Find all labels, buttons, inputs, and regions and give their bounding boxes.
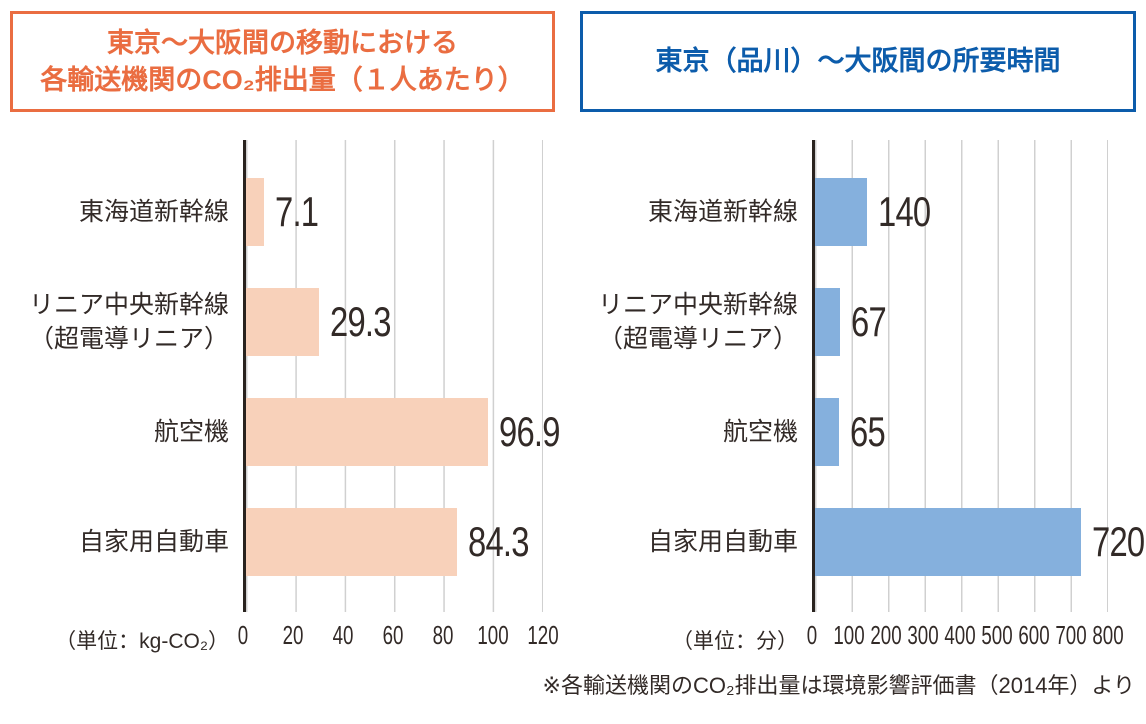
category-label-airplane: 航空機 xyxy=(0,398,243,466)
table-row: リニア中央新幹線 （超電導リニア） 67 xyxy=(573,288,1108,356)
value-label: 67 xyxy=(850,298,887,345)
source-footnote: ※各輸送機関のCO₂排出量は環境影響評価書（2014年）より xyxy=(542,673,1135,698)
value-label: 29.3 xyxy=(330,298,391,345)
time-unit-label: （単位：分） xyxy=(672,630,798,653)
bar-area: 65 xyxy=(812,398,1108,466)
charts-row: 東海道新幹線 7.1 リニア中央新幹線 （超電導リニア） xyxy=(0,140,1146,658)
table-row: 航空機 96.9 xyxy=(0,398,561,466)
category-label-line: リニア中央新幹線 xyxy=(597,291,798,319)
value-label: 84.3 xyxy=(467,518,529,565)
axis-tick-label: 600 xyxy=(1018,620,1050,650)
category-label-line: 自家用自動車 xyxy=(647,528,798,556)
table-row: 自家用自動車 84.3 xyxy=(0,508,543,576)
category-label-tokaido: 東海道新幹線 xyxy=(573,178,812,246)
axis-tick-label: 120 xyxy=(527,620,559,650)
bar-linear-time xyxy=(815,288,840,356)
co2-chart-title-line1: 東京～大阪間の移動における xyxy=(107,27,458,58)
axis-tick-label: 800 xyxy=(1092,620,1124,650)
table-row: 東海道新幹線 7.1 xyxy=(0,178,543,246)
co2-x-axis: （単位：kg-CO₂） 0 20 40 60 80 100 120 xyxy=(0,612,559,658)
axis-tick-label: 300 xyxy=(907,620,939,650)
category-label-car: 自家用自動車 xyxy=(0,508,243,576)
axis-tick-label: 100 xyxy=(833,620,865,650)
time-axis-ticks: 0 100 200 300 400 500 600 700 800 xyxy=(807,620,1124,650)
category-label-line: （超電導リニア） xyxy=(28,325,229,353)
co2-rows: 東海道新幹線 7.1 リニア中央新幹線 （超電導リニア） xyxy=(0,140,561,576)
bar-linear-co2 xyxy=(246,288,320,356)
time-chart-title-line1: 東京（品川）～大阪間の所要時間 xyxy=(655,46,1061,76)
category-label-line: 航空機 xyxy=(722,418,798,446)
co2-chart-title-line2: 各輸送機関のCO₂排出量（１人あたり） xyxy=(40,64,525,95)
value-label: 65 xyxy=(850,408,886,455)
bar-area: 84.3 xyxy=(243,508,543,576)
category-label-car: 自家用自動車 xyxy=(573,508,812,576)
axis-tick-label: 700 xyxy=(1055,620,1087,650)
time-x-axis: （単位：分） 0 100 200 300 400 500 600 700 800 xyxy=(573,612,1124,658)
co2-axis-ticks: 0 20 40 60 80 100 120 xyxy=(238,620,559,650)
table-row: 東海道新幹線 140 xyxy=(573,178,1108,246)
time-bar-chart: 東海道新幹線 140 リニア中央新幹線 （超電導リニア） xyxy=(573,140,1145,658)
table-row: 航空機 65 xyxy=(573,398,1108,466)
axis-tick-label: 20 xyxy=(282,620,304,650)
axis-tick-label: 40 xyxy=(332,620,354,650)
axis-tick-label: 500 xyxy=(981,620,1013,650)
category-label-line: 東海道新幹線 xyxy=(647,198,798,226)
bar-area: 720 xyxy=(812,508,1145,576)
bar-airplane-time xyxy=(815,398,840,466)
bar-tokaido-time xyxy=(815,178,867,246)
value-label: 96.9 xyxy=(499,408,560,455)
category-label-line: （超電導リニア） xyxy=(597,325,798,353)
category-label-line: リニア中央新幹線 xyxy=(28,291,229,319)
category-label-line: 航空機 xyxy=(153,418,229,446)
value-label: 140 xyxy=(877,188,931,235)
axis-tick-label: 400 xyxy=(944,620,976,650)
category-label-line: 東海道新幹線 xyxy=(78,198,229,226)
bar-area: 140 xyxy=(812,178,1108,246)
axis-tick-label: 80 xyxy=(432,620,454,650)
axis-tick-label: 0 xyxy=(806,620,818,650)
co2-bar-chart: 東海道新幹線 7.1 リニア中央新幹線 （超電導リニア） xyxy=(0,140,561,658)
bar-car-co2 xyxy=(246,508,457,576)
table-row: 自家用自動車 720 xyxy=(573,508,1145,576)
category-label-linear: リニア中央新幹線 （超電導リニア） xyxy=(0,288,243,356)
infographic-page: 東京～大阪間の移動における 各輸送機関のCO₂排出量（１人あたり） 東京（品川）… xyxy=(0,11,1146,724)
time-rows: 東海道新幹線 140 リニア中央新幹線 （超電導リニア） xyxy=(573,140,1145,576)
bar-area: 96.9 xyxy=(243,398,561,466)
category-label-airplane: 航空機 xyxy=(573,398,812,466)
category-label-linear: リニア中央新幹線 （超電導リニア） xyxy=(573,288,812,356)
axis-tick-label: 60 xyxy=(382,620,404,650)
time-chart-title-box: 東京（品川）～大阪間の所要時間 xyxy=(580,11,1136,112)
value-label: 7.1 xyxy=(274,188,319,235)
title-row: 東京～大阪間の移動における 各輸送機関のCO₂排出量（１人あたり） 東京（品川）… xyxy=(0,11,1146,112)
co2-unit-label: （単位：kg-CO₂） xyxy=(55,630,229,653)
table-row: リニア中央新幹線 （超電導リニア） 29.3 xyxy=(0,288,543,356)
category-label-line: 自家用自動車 xyxy=(78,528,229,556)
bar-tokaido-co2 xyxy=(246,178,264,246)
co2-chart-title-box: 東京～大阪間の移動における 各輸送機関のCO₂排出量（１人あたり） xyxy=(10,11,555,112)
bar-area: 7.1 xyxy=(243,178,543,246)
bar-car-time xyxy=(815,508,1082,576)
bar-airplane-co2 xyxy=(246,398,489,466)
axis-tick-label: 100 xyxy=(477,620,509,650)
category-label-tokaido: 東海道新幹線 xyxy=(0,178,243,246)
value-label: 720 xyxy=(1092,518,1145,565)
bar-area: 67 xyxy=(812,288,1108,356)
axis-tick-label: 0 xyxy=(237,620,249,650)
bar-area: 29.3 xyxy=(243,288,543,356)
axis-tick-label: 200 xyxy=(870,620,902,650)
